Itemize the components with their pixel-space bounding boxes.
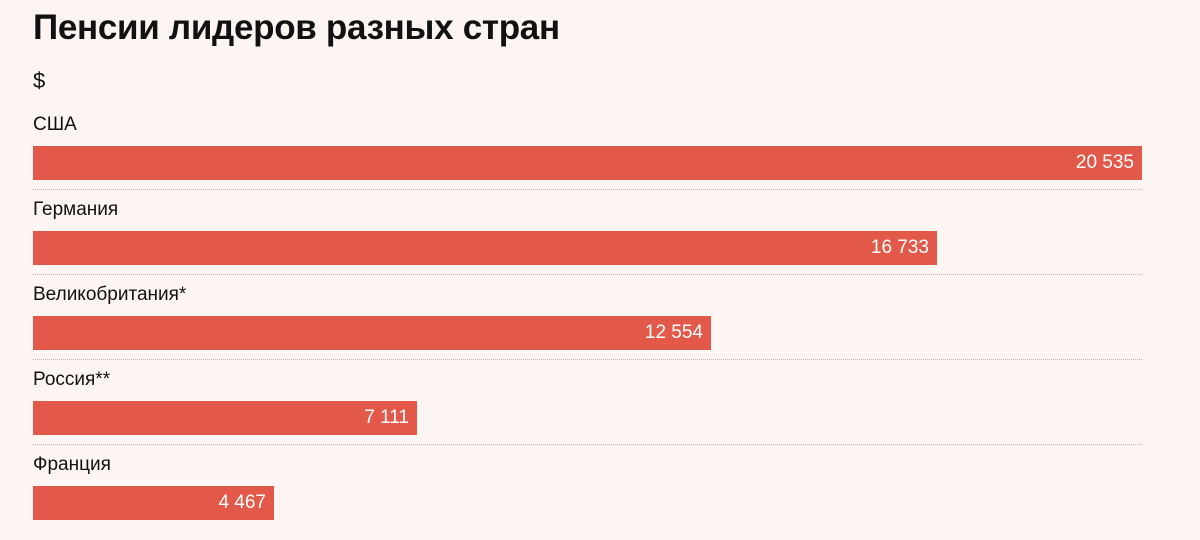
bar — [33, 146, 1142, 180]
unit-label: $ — [33, 68, 46, 93]
category-label: Франция — [33, 454, 111, 475]
bar-value-label: 7 111 — [364, 407, 409, 428]
bar — [33, 316, 711, 350]
row-divider — [33, 359, 1142, 360]
bar-value-label: 4 467 — [218, 492, 266, 513]
bar-value-label: 12 554 — [644, 322, 703, 343]
row-divider — [33, 189, 1142, 190]
category-label: Россия** — [33, 369, 111, 390]
row-divider — [33, 274, 1142, 275]
bar — [33, 231, 937, 265]
bar-value-label: 20 535 — [1075, 152, 1134, 173]
category-label: Великобритания* — [33, 284, 187, 305]
row-divider — [33, 444, 1142, 445]
category-label: США — [33, 114, 77, 135]
bar-value-label: 16 733 — [870, 237, 929, 258]
bar — [33, 401, 417, 435]
bar — [33, 486, 274, 520]
category-label: Германия — [33, 199, 119, 220]
chart-title: Пенсии лидеров разных стран — [33, 8, 560, 47]
